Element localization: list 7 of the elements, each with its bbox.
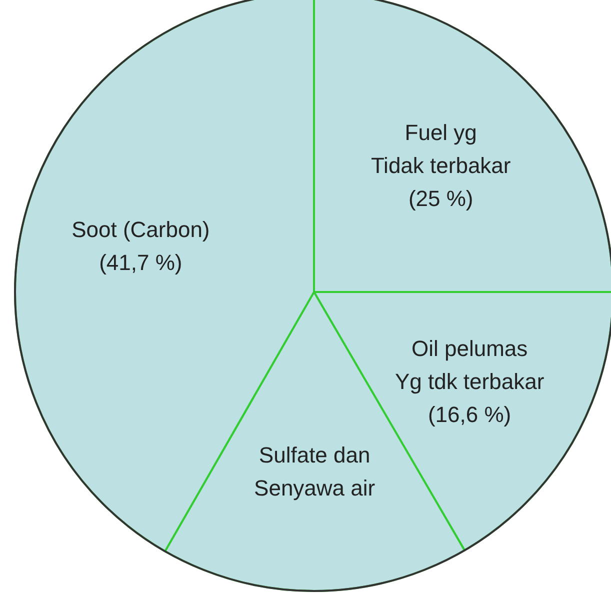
data-label: (41,7 %): [99, 250, 182, 275]
slice-label: Fuel yg Tidak terbakar: [370, 120, 511, 178]
data-label: (16,6 %): [428, 402, 512, 428]
slice-label: Oil pelumas Yg tdk terbakar: [394, 336, 544, 394]
slice-label: Sulfate dan Senyawa air: [254, 442, 376, 501]
slice-label: Soot (Carbon): [72, 216, 210, 242]
data-label: (25 %): [408, 186, 474, 211]
